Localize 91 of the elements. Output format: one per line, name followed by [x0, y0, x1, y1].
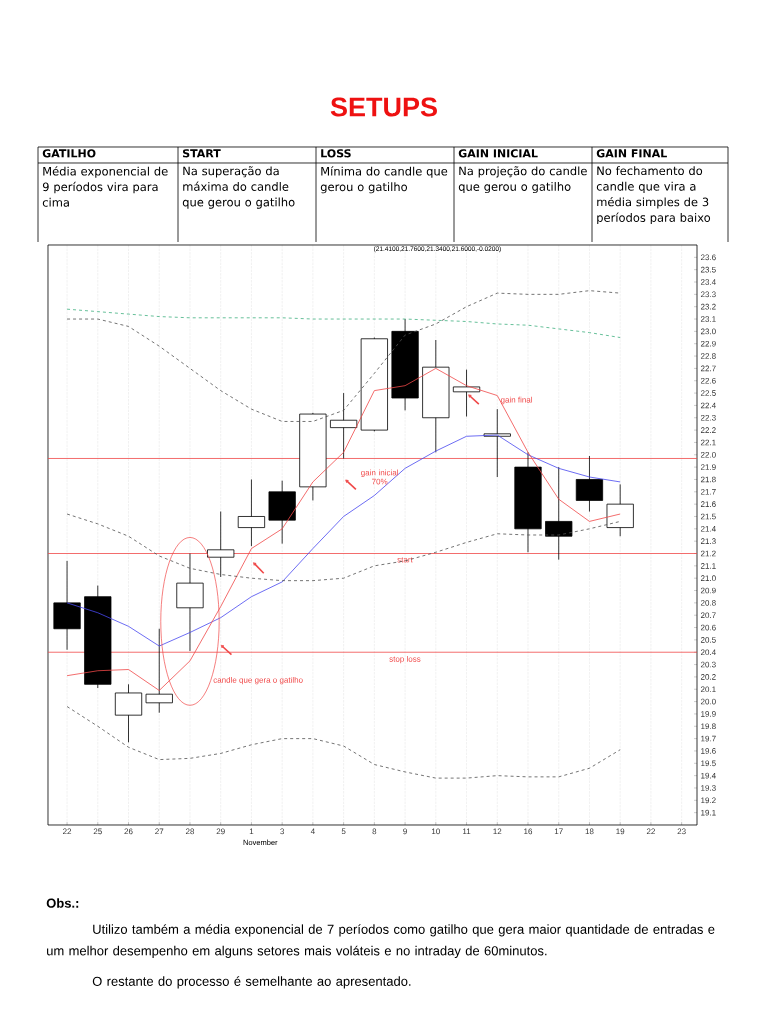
y-tick-label: 20.3: [700, 661, 716, 668]
text: Mínima do candle que gerou o gatilho: [320, 166, 448, 194]
annotation: gain inicial 70%: [361, 469, 398, 485]
x-tick-label: 12: [493, 828, 502, 835]
y-tick-label: 21.6: [700, 501, 716, 507]
y-tick-label: 19.5: [701, 760, 716, 767]
x-tick-label: 9: [403, 828, 407, 835]
x-tick-label: 11: [463, 828, 471, 835]
y-tick-label: 21.5: [700, 513, 716, 520]
y-tick-label: 23.4: [700, 279, 716, 285]
y-tick-label: 19.1: [701, 809, 716, 816]
y-tick-label: 21.1: [700, 563, 716, 569]
ref-line-label: start: [397, 557, 413, 563]
y-tick-label: 22.0: [700, 451, 716, 458]
y-tick-label: 19.7: [701, 735, 716, 742]
y-tick-label: 21.2: [700, 550, 716, 557]
ref-line-label: stop loss: [389, 655, 421, 664]
y-tick-label: 23.1: [700, 316, 716, 322]
y-tick-label: 22.9: [700, 340, 716, 347]
x-tick-label: 10: [431, 828, 440, 835]
y-tick-label: 21.0: [700, 575, 716, 582]
y-tick-label: 19.6: [701, 748, 716, 754]
x-tick-label: 23: [677, 828, 686, 835]
y-tick-label: 21.7: [700, 489, 716, 495]
y-tick-label: 21.3: [700, 538, 716, 544]
y-tick-label: 22.8: [700, 353, 716, 359]
text: GAIN FINAL: [596, 149, 667, 158]
y-tick-label: 23.0: [700, 328, 716, 335]
y-tick-label: 23.3: [700, 291, 716, 298]
y-tick-label: 22.7: [700, 365, 716, 372]
x-tick-label: 29: [216, 828, 225, 835]
y-tick-label: 20.9: [700, 587, 716, 594]
y-tick-label: 20.7: [700, 612, 716, 619]
y-tick-label: 21.4: [700, 526, 716, 532]
text: START: [182, 149, 221, 158]
x-tick-label: 26: [124, 828, 133, 835]
x-tick-label: 27: [155, 828, 164, 835]
candlestick: [145, 628, 173, 714]
x-tick-label: 8: [372, 828, 377, 835]
text: Utilizo também a média exponencial de 7 períodos como gatilho que gera maior quantidade de entradas e um melhor desempenho em alguns setores mais voláteis e no intraday de 60minutos.: [47, 924, 715, 958]
text: No fechamento do candle que vira a média simples de 3 períodos para baixo: [596, 166, 711, 225]
x-tick-label: 18: [585, 828, 594, 835]
candlestick: [207, 511, 235, 578]
text: Na superação da máxima do candle que gerou o gatilho: [182, 166, 295, 209]
x-tick-label: 28: [185, 828, 195, 835]
y-tick-label: 20.4: [700, 649, 716, 656]
y-tick-label: 22.1: [700, 439, 716, 446]
line-series: [66, 290, 621, 422]
y-tick-label: 19.8: [701, 723, 716, 730]
line-series: [66, 706, 621, 779]
y-tick-label: 22.4: [700, 402, 716, 409]
chart-title: SETUPS: [330, 97, 437, 117]
y-tick-label: 23.5: [700, 266, 716, 273]
text: LOSS: [321, 149, 351, 158]
y-tick-label: 22.3: [700, 414, 716, 421]
y-tick-label: 21.9: [700, 464, 716, 470]
y-tick-label: 20.2: [700, 674, 716, 680]
y-tick-label: 21.8: [700, 476, 716, 483]
text: GAIN INICIAL: [458, 149, 538, 158]
x-tick-label: 22: [63, 828, 72, 835]
annotation: candle que gera o gatilho: [213, 676, 303, 685]
x-tick-label: 19: [616, 828, 625, 835]
x-tick-label: 1: [249, 828, 254, 835]
y-tick-label: 23.6: [700, 254, 716, 261]
x-tick-label: 16: [524, 828, 533, 835]
x-tick-label: 17: [554, 828, 563, 835]
x-tick-label: 4: [310, 828, 315, 835]
text: Na projeção do candle que gerou o gatilho: [458, 166, 587, 194]
y-tick-label: 20.8: [700, 600, 716, 606]
text: GATILHO: [42, 149, 96, 158]
y-tick-label: 22.5: [700, 390, 716, 396]
y-tick-label: 20.1: [700, 686, 716, 693]
y-tick-label: 19.2: [701, 797, 716, 804]
y-tick-label: 20.6: [700, 624, 716, 631]
y-tick-label: 19.3: [701, 785, 716, 791]
y-tick-label: 22.6: [700, 377, 716, 384]
text: Obs.:: [46, 898, 79, 908]
text: O restante do processo é semelhante ao apresentado.: [92, 976, 411, 989]
y-tick-label: 19.4: [701, 772, 716, 779]
y-tick-label: 20.5: [700, 637, 716, 643]
y-tick-label: 20.0: [700, 698, 716, 705]
text: Média exponencial de 9 períodos vira para cima: [42, 166, 168, 207]
annotation: gain final: [500, 396, 533, 405]
y-tick-label: 23.2: [700, 303, 716, 310]
x-tick-label: 25: [93, 828, 102, 835]
x-tick-label: 5: [341, 828, 346, 835]
candlestick: [330, 392, 358, 459]
y-tick-label: 22.2: [700, 427, 716, 433]
x-tick-label: 3: [280, 828, 285, 835]
x-tick-label: 22: [646, 828, 655, 835]
y-tick-label: 19.9: [701, 711, 716, 717]
